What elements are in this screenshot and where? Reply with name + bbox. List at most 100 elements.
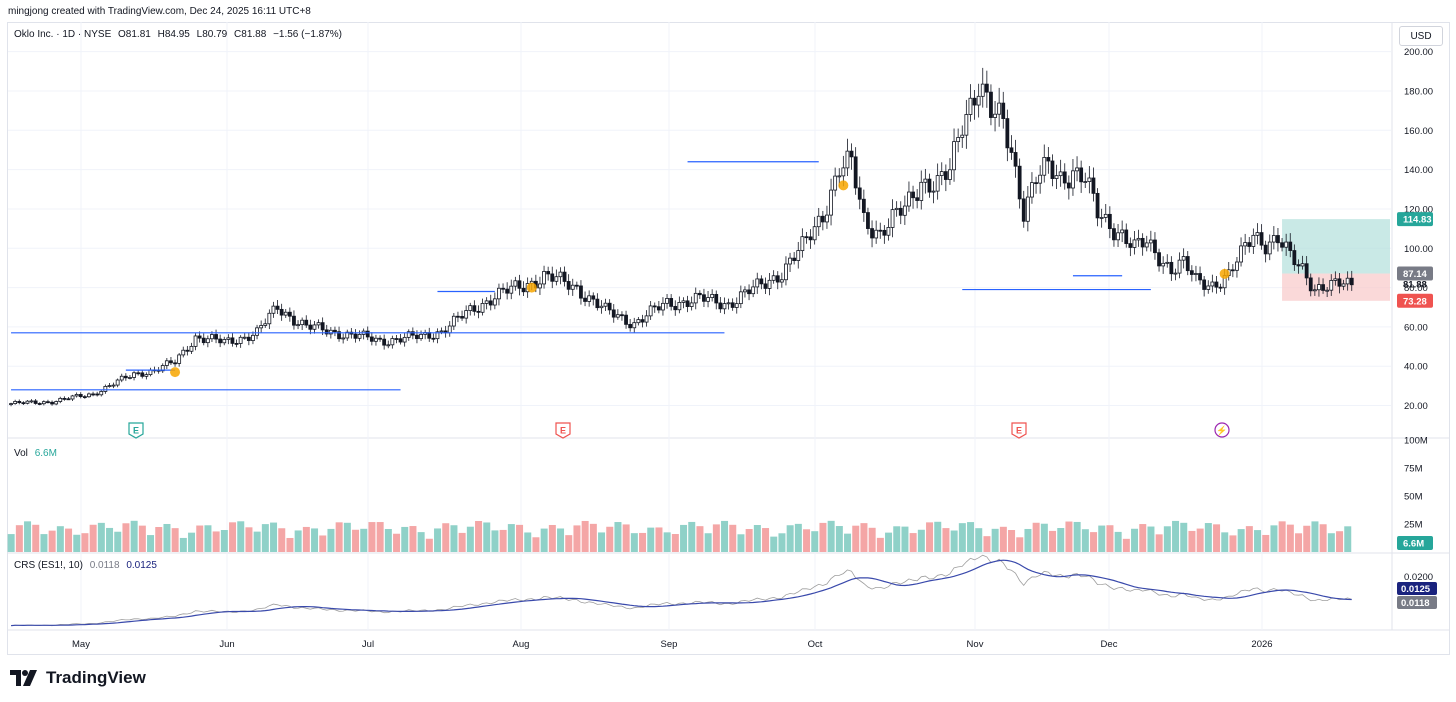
candle-body[interactable] (287, 311, 292, 317)
candle-body[interactable] (734, 303, 739, 308)
candle-body[interactable] (214, 334, 218, 340)
candle-body[interactable] (1005, 118, 1010, 149)
candle-body[interactable] (275, 305, 280, 310)
candle-body[interactable] (1173, 272, 1178, 275)
candle-body[interactable] (267, 312, 272, 325)
candle-body[interactable] (599, 305, 604, 309)
candle-body[interactable] (1136, 237, 1141, 241)
candle-body[interactable] (476, 310, 481, 313)
candle-body[interactable] (181, 349, 186, 356)
candle-body[interactable] (1284, 241, 1289, 248)
candle-body[interactable] (538, 283, 542, 289)
candle-body[interactable] (644, 315, 649, 323)
candle-body[interactable] (62, 397, 67, 400)
candle-body[interactable] (37, 403, 42, 405)
candle-body[interactable] (271, 305, 276, 314)
candle-body[interactable] (574, 284, 579, 287)
candle-body[interactable] (673, 305, 678, 311)
candle-body[interactable] (74, 394, 79, 397)
candle-body[interactable] (308, 324, 313, 330)
candle-body[interactable] (923, 178, 928, 183)
candle-body[interactable] (82, 396, 87, 399)
candle-body[interactable] (259, 325, 264, 329)
candle-body[interactable] (890, 209, 895, 228)
candle-body[interactable] (583, 297, 587, 302)
candle-body[interactable] (693, 292, 698, 304)
candle-body[interactable] (464, 310, 469, 319)
candle-body[interactable] (919, 181, 924, 201)
candle-body[interactable] (1189, 270, 1194, 275)
candle-body[interactable] (456, 315, 460, 318)
candle-body[interactable] (460, 316, 464, 319)
candle-body[interactable] (1009, 147, 1014, 153)
candle-body[interactable] (513, 280, 518, 287)
candle-body[interactable] (1107, 213, 1112, 230)
signal-marker[interactable] (838, 180, 849, 191)
candle-body[interactable] (435, 331, 440, 340)
candle-body[interactable] (132, 372, 136, 378)
candle-body[interactable] (546, 271, 551, 275)
candle-body[interactable] (283, 311, 288, 316)
candle-body[interactable] (689, 302, 694, 307)
candle-body[interactable] (58, 397, 63, 402)
candle-body[interactable] (624, 314, 628, 325)
candle-body[interactable] (115, 379, 120, 386)
candle-body[interactable] (1153, 239, 1157, 254)
candle-body[interactable] (804, 236, 809, 239)
candle-body[interactable] (1066, 182, 1071, 189)
candle-body[interactable] (796, 250, 801, 261)
candle-body[interactable] (54, 401, 59, 405)
candle-body[interactable] (9, 403, 13, 405)
candle-body[interactable] (730, 302, 735, 308)
candle-body[interactable] (447, 325, 452, 334)
candle-body[interactable] (894, 207, 899, 211)
candle-body[interactable] (898, 207, 903, 216)
candle-body[interactable] (1046, 157, 1051, 162)
candle-body[interactable] (915, 197, 920, 201)
candle-body[interactable] (160, 365, 165, 372)
candle-body[interactable] (1025, 196, 1030, 222)
candle-body[interactable] (1177, 259, 1182, 274)
candle-body[interactable] (1124, 229, 1129, 244)
candle-body[interactable] (189, 345, 194, 352)
candle-body[interactable] (591, 295, 596, 300)
candle-body[interactable] (956, 137, 961, 143)
candle-body[interactable] (365, 330, 370, 338)
candle-body[interactable] (1091, 177, 1096, 194)
candle-body[interactable] (1329, 280, 1334, 291)
candle-body[interactable] (989, 91, 993, 118)
candle-body[interactable] (419, 333, 423, 340)
candle-body[interactable] (566, 281, 571, 290)
candle-body[interactable] (579, 285, 583, 299)
candle-body[interactable] (164, 360, 169, 366)
candle-body[interactable] (1321, 284, 1325, 291)
candle-body[interactable] (558, 271, 563, 278)
candle-body[interactable] (1165, 261, 1170, 264)
candle-body[interactable] (1038, 174, 1043, 184)
candle-body[interactable] (759, 278, 764, 285)
candle-body[interactable] (1325, 289, 1330, 292)
candle-body[interactable] (472, 305, 477, 312)
candle-body[interactable] (324, 329, 329, 335)
candle-body[interactable] (788, 257, 792, 265)
candle-body[interactable] (964, 114, 969, 136)
candle-body[interactable] (714, 294, 719, 304)
candle-body[interactable] (648, 305, 653, 317)
candle-body[interactable] (1103, 213, 1108, 218)
candle-body[interactable] (41, 401, 46, 405)
candle-body[interactable] (931, 190, 936, 193)
candle-body[interactable] (1099, 217, 1104, 219)
candle-body[interactable] (784, 263, 788, 281)
candle-body[interactable] (1079, 167, 1084, 183)
candle-body[interactable] (1194, 273, 1198, 275)
candle-body[interactable] (320, 322, 325, 331)
candle-body[interactable] (1312, 289, 1317, 292)
candle-body[interactable] (415, 334, 419, 340)
candle-body[interactable] (632, 322, 637, 329)
candle-body[interactable] (33, 400, 38, 404)
candle-body[interactable] (1181, 256, 1186, 261)
candle-body[interactable] (587, 295, 592, 302)
candle-body[interactable] (665, 298, 669, 304)
candle-body[interactable] (230, 337, 235, 344)
candle-body[interactable] (866, 212, 870, 229)
